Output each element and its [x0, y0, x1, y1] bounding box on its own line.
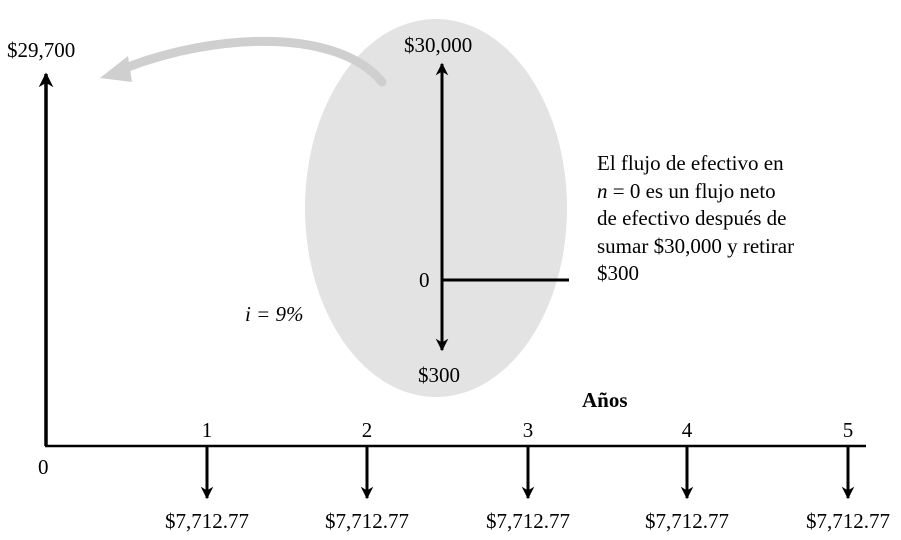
- payment-label-4: $7,712.77: [645, 509, 729, 533]
- inset-zero-label: 0: [419, 268, 430, 292]
- payment-label-1: $7,712.77: [165, 509, 249, 533]
- period-label-2: 2: [361, 418, 373, 442]
- payment-label-5: $7,712.77: [806, 509, 890, 533]
- transfer-arrow-head: [100, 56, 132, 82]
- explanation-note: El flujo de efectivo en n = 0 es un fluj…: [597, 150, 877, 288]
- axis-title: Años: [582, 388, 628, 412]
- period-label-5: 5: [842, 418, 854, 442]
- transfer-arrow: [115, 36, 387, 87]
- inset-bottom-amount: $300: [418, 363, 460, 387]
- period-label-4: 4: [681, 418, 693, 442]
- payment-label-3: $7,712.77: [486, 509, 570, 533]
- period-label-1: 1: [201, 418, 213, 442]
- inset-top-amount: $30,000: [404, 33, 473, 57]
- net-inflow-label: $29,700: [7, 38, 76, 62]
- note-line: $300: [597, 261, 639, 285]
- payment-label-2: $7,712.77: [325, 509, 409, 533]
- highlight-ellipse: [305, 19, 567, 397]
- interest-rate-label: i = 9%: [245, 302, 304, 326]
- note-line: n = 0 es un flujo neto: [597, 178, 776, 203]
- note-line: sumar $30,000 y retirar: [597, 233, 795, 258]
- note-line: El flujo de efectivo en: [597, 151, 784, 175]
- note-line: de efectivo después de: [597, 206, 787, 230]
- period-label-0: 0: [38, 455, 49, 479]
- period-label-3: 3: [522, 418, 534, 442]
